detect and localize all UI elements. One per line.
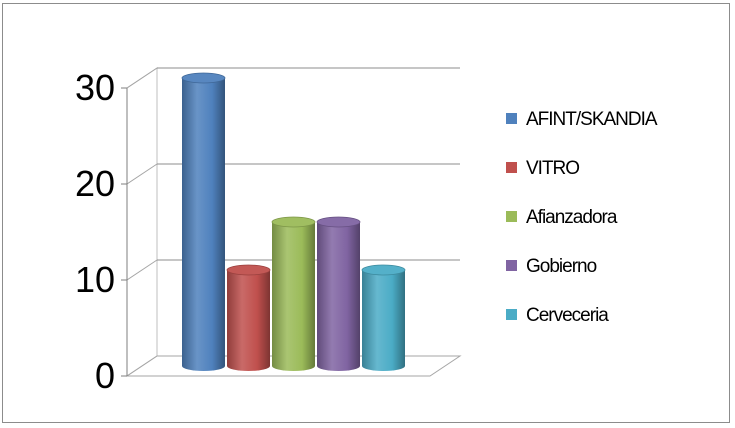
legend-label: AFINT/SKANDIA — [526, 109, 658, 130]
bar-top — [361, 264, 406, 276]
legend-item: AFINT/SKANDIA — [506, 109, 659, 130]
gridline-diagonal — [126, 259, 158, 281]
legend-label: Afianzadora — [526, 207, 618, 228]
bar-top — [271, 216, 316, 228]
legend-label: VITRO — [526, 158, 579, 179]
bar-body — [227, 270, 270, 372]
gridline-diagonal — [126, 163, 158, 185]
bar-cerveceria — [361, 264, 406, 372]
bar-top — [226, 264, 271, 276]
bar-top — [181, 72, 226, 84]
bar-body — [362, 270, 405, 372]
bar-top — [316, 216, 361, 228]
side-wall — [126, 67, 158, 377]
bar-body — [182, 78, 225, 372]
y-tick-label: 20 — [75, 163, 115, 204]
bar-body — [317, 222, 360, 372]
bar-gobierno — [316, 216, 361, 372]
y-tick-label: 30 — [75, 67, 115, 108]
gridline-diagonal — [126, 67, 158, 89]
legend-item: Cerveceria — [506, 305, 610, 326]
legend-item: Afianzadora — [506, 207, 619, 228]
bar-afianzadora — [271, 216, 316, 372]
legend-item: VITRO — [506, 158, 580, 179]
legend-swatch — [506, 113, 517, 124]
legend-swatch — [506, 211, 517, 222]
legend-swatch — [506, 309, 517, 320]
floor — [125, 355, 462, 377]
bar-body — [272, 222, 315, 372]
bar-vitro — [226, 264, 271, 372]
legend-swatch — [506, 162, 517, 173]
legend-swatch — [506, 260, 517, 271]
y-tick-label: 10 — [75, 259, 115, 300]
y-tick-label: 0 — [95, 355, 115, 396]
bars — [181, 72, 406, 372]
y-axis-ticks: 0 10 20 30 — [75, 67, 128, 396]
legend-label: Gobierno — [526, 256, 597, 277]
bar-afint-skandia — [181, 72, 226, 372]
legend: AFINT/SKANDIA VITRO Afianzadora Gobierno Cer… — [506, 109, 659, 326]
legend-label: Cerveceria — [526, 305, 609, 326]
legend-item: Gobierno — [506, 256, 598, 277]
